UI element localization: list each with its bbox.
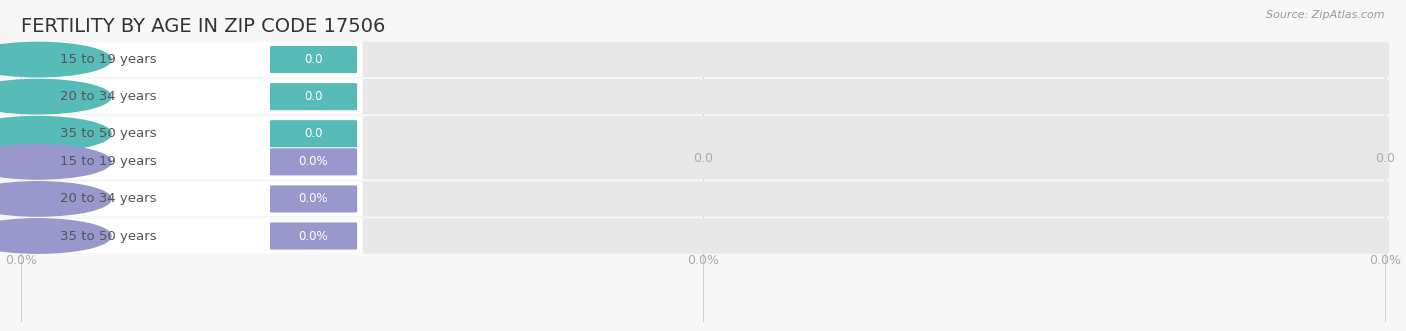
- Text: 20 to 34 years: 20 to 34 years: [60, 192, 157, 206]
- Text: 35 to 50 years: 35 to 50 years: [60, 127, 157, 140]
- Text: 0.0%: 0.0%: [688, 254, 718, 267]
- FancyBboxPatch shape: [270, 120, 357, 147]
- FancyBboxPatch shape: [17, 42, 363, 77]
- FancyBboxPatch shape: [17, 218, 1389, 254]
- FancyBboxPatch shape: [17, 181, 363, 216]
- FancyBboxPatch shape: [17, 79, 1389, 114]
- Text: 0.0%: 0.0%: [6, 254, 37, 267]
- Text: 0.0%: 0.0%: [298, 192, 329, 206]
- Text: 35 to 50 years: 35 to 50 years: [60, 229, 157, 243]
- FancyBboxPatch shape: [17, 116, 1389, 151]
- FancyBboxPatch shape: [17, 181, 1389, 216]
- Circle shape: [0, 182, 111, 216]
- FancyBboxPatch shape: [270, 46, 357, 73]
- Circle shape: [0, 219, 111, 253]
- FancyBboxPatch shape: [17, 144, 1389, 179]
- FancyBboxPatch shape: [270, 148, 357, 175]
- FancyBboxPatch shape: [270, 83, 357, 110]
- Circle shape: [0, 42, 111, 77]
- Text: 15 to 19 years: 15 to 19 years: [60, 155, 157, 168]
- Circle shape: [0, 79, 111, 114]
- Text: 0.0: 0.0: [1375, 152, 1395, 165]
- Text: 0.0: 0.0: [11, 152, 31, 165]
- FancyBboxPatch shape: [270, 222, 357, 250]
- FancyBboxPatch shape: [17, 218, 363, 254]
- Text: 0.0: 0.0: [304, 90, 323, 103]
- Text: Source: ZipAtlas.com: Source: ZipAtlas.com: [1267, 10, 1385, 20]
- Text: 0.0%: 0.0%: [298, 155, 329, 168]
- Text: FERTILITY BY AGE IN ZIP CODE 17506: FERTILITY BY AGE IN ZIP CODE 17506: [21, 17, 385, 35]
- Circle shape: [0, 145, 111, 179]
- FancyBboxPatch shape: [17, 79, 363, 114]
- Text: 20 to 34 years: 20 to 34 years: [60, 90, 157, 103]
- Text: 0.0: 0.0: [693, 152, 713, 165]
- Text: 0.0: 0.0: [304, 53, 323, 66]
- Text: 0.0%: 0.0%: [298, 229, 329, 243]
- Text: 0.0%: 0.0%: [1369, 254, 1400, 267]
- FancyBboxPatch shape: [270, 185, 357, 213]
- Circle shape: [0, 117, 111, 151]
- FancyBboxPatch shape: [17, 116, 363, 151]
- Text: 0.0: 0.0: [304, 127, 323, 140]
- Text: 15 to 19 years: 15 to 19 years: [60, 53, 157, 66]
- FancyBboxPatch shape: [17, 144, 363, 179]
- FancyBboxPatch shape: [17, 42, 1389, 77]
